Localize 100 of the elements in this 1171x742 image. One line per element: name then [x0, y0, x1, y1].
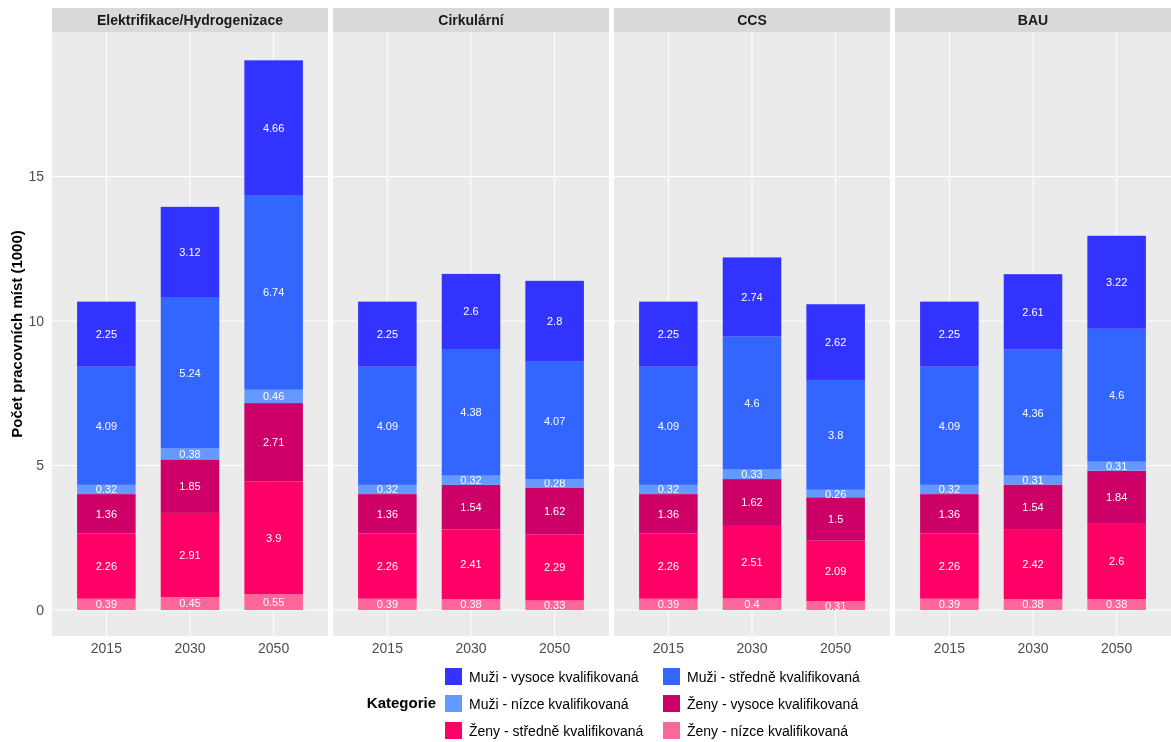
data-label: 2.6	[463, 305, 479, 318]
data-label: 3.8	[827, 428, 844, 441]
bar	[160, 297, 220, 449]
bar	[639, 301, 698, 367]
data-label: 2.26	[657, 560, 680, 573]
bar	[1087, 328, 1146, 462]
bar	[1003, 529, 1063, 600]
bar	[441, 349, 501, 476]
data-label: 0.32	[938, 483, 961, 496]
data-label: 0.39	[376, 598, 399, 611]
legend-label: Ženy - vysoce kvalifikovaná	[687, 696, 859, 712]
data-label: 3.9	[265, 531, 282, 544]
data-label: 2.71	[262, 436, 285, 449]
data-label: 0.26	[824, 487, 847, 500]
x-tick-label: 2050	[820, 640, 852, 656]
data-label: 0.32	[95, 483, 118, 496]
bar	[806, 497, 865, 541]
data-label: 0.38	[460, 598, 482, 611]
data-label: 1.62	[543, 504, 566, 517]
data-label: 0.31	[824, 599, 847, 612]
bar	[160, 512, 220, 597]
data-label: 2.29	[543, 561, 566, 574]
y-tick-label: 0	[36, 601, 45, 618]
data-label: 1.54	[1022, 500, 1044, 513]
bar	[639, 494, 698, 534]
bar	[639, 533, 698, 599]
x-tick-label: 2030	[174, 640, 206, 656]
data-label: 2.41	[460, 558, 482, 571]
data-label: 1.36	[657, 507, 680, 520]
bar	[358, 366, 417, 485]
data-label: 0.33	[741, 468, 763, 481]
data-label: 2.25	[376, 328, 399, 341]
bar	[244, 194, 303, 390]
x-tick-label: 2050	[258, 640, 290, 656]
bar	[920, 533, 979, 599]
data-label: 4.66	[262, 121, 285, 134]
bar	[920, 494, 979, 534]
bar	[806, 379, 865, 490]
bar	[722, 479, 782, 526]
bar	[525, 487, 584, 535]
data-label: 2.61	[1022, 305, 1044, 318]
bar	[77, 533, 136, 599]
bar	[244, 481, 303, 595]
y-tick-label: 15	[28, 168, 45, 185]
data-label: 0.28	[543, 477, 566, 490]
data-label: 4.09	[938, 419, 961, 432]
chart-title: BAU	[1017, 12, 1049, 28]
chart-title: Cirkulární	[438, 12, 505, 28]
bar	[920, 301, 979, 367]
bar	[806, 304, 865, 380]
bar	[1003, 484, 1063, 530]
data-label: 0.32	[376, 483, 399, 496]
bar	[77, 494, 136, 534]
bar	[358, 301, 417, 367]
data-label: 2.26	[376, 560, 399, 573]
data-label: 0.32	[657, 483, 680, 496]
bar	[722, 257, 782, 337]
legend-label: Muži - vysoce kvalifikovaná	[469, 669, 639, 685]
bar	[77, 301, 136, 367]
y-axis-title: Počet pracovních míst (1000)	[8, 230, 25, 438]
x-tick-label: 2030	[455, 640, 487, 656]
bar	[639, 366, 698, 485]
data-label: 2.8	[546, 315, 563, 328]
data-label: 1.62	[741, 496, 763, 509]
data-label: 5.24	[179, 366, 201, 379]
data-label: 2.91	[179, 548, 201, 561]
bar	[441, 529, 501, 600]
bar	[1087, 235, 1146, 329]
bar	[160, 206, 220, 298]
data-label: 4.6	[744, 397, 760, 410]
bar	[1087, 523, 1146, 600]
data-label: 4.09	[376, 419, 399, 432]
data-label: 1.36	[376, 507, 399, 520]
data-label: 0.38	[1022, 598, 1044, 611]
x-tick-label: 2015	[933, 640, 966, 656]
x-tick-label: 2050	[1101, 640, 1133, 656]
chart-title: Elektrifikace/Hydrogenizace	[97, 12, 284, 28]
y-tick-label: 10	[28, 313, 45, 329]
data-label: 4.09	[657, 419, 680, 432]
bar	[358, 533, 417, 599]
data-label: 2.25	[657, 328, 680, 341]
chart-title: CCS	[737, 12, 767, 28]
data-label: 0.31	[1022, 474, 1044, 487]
data-label: 0.39	[657, 598, 680, 611]
legend-label: Muži - nízce kvalifikovaná	[469, 696, 629, 712]
data-label: 2.42	[1022, 558, 1044, 571]
legend-title: Kategorie	[366, 694, 436, 711]
data-label: 2.26	[95, 560, 118, 573]
data-label: 6.74	[262, 286, 285, 299]
bar	[722, 336, 782, 470]
data-label: 2.62	[824, 336, 847, 349]
data-label: 3.12	[179, 245, 201, 258]
data-label: 1.85	[179, 480, 201, 493]
data-label: 0.39	[938, 598, 961, 611]
data-label: 2.74	[741, 291, 763, 304]
x-tick-label: 2015	[652, 640, 685, 656]
data-label: 0.55	[262, 596, 285, 609]
data-label: 4.6	[1108, 389, 1125, 402]
data-label: 1.54	[460, 501, 482, 514]
data-label: 2.09	[824, 564, 847, 577]
